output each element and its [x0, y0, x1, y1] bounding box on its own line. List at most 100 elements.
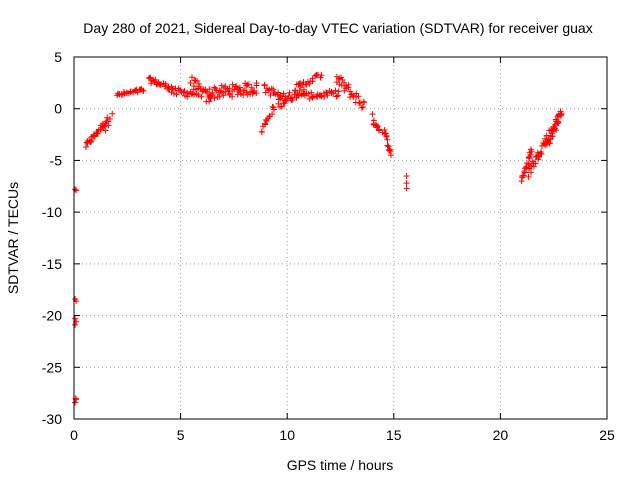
data-point: [231, 86, 238, 93]
data-point: [271, 90, 278, 97]
y-tick-label: 5: [54, 49, 62, 65]
data-point: [546, 140, 553, 147]
data-point: [308, 89, 315, 96]
grid-lines: [74, 57, 607, 419]
data-point: [299, 81, 306, 88]
data-point: [527, 151, 534, 158]
data-point: [359, 104, 366, 111]
data-point: [280, 90, 287, 97]
data-point: [521, 168, 528, 175]
data-point: [309, 94, 316, 101]
data-point: [152, 76, 159, 83]
data-point: [547, 136, 554, 143]
data-point: [374, 123, 381, 130]
data-point: [538, 149, 545, 156]
data-point: [403, 172, 410, 179]
data-point: [275, 100, 282, 107]
data-point: [102, 127, 109, 134]
data-point: [189, 74, 196, 81]
data-point: [403, 180, 410, 187]
y-tick-label: -20: [42, 308, 62, 324]
data-point: [318, 72, 325, 79]
chart-title: Day 280 of 2021, Sidereal Day-to-day VTE…: [83, 20, 592, 36]
data-point: [211, 84, 218, 91]
data-point: [229, 93, 236, 100]
x-tick-label: 15: [386, 427, 402, 443]
data-point: [220, 92, 227, 99]
data-point: [72, 321, 79, 328]
y-tick-label: 0: [54, 101, 62, 117]
data-point: [253, 82, 260, 89]
data-point: [528, 148, 535, 155]
data-point: [72, 315, 79, 322]
data-point: [296, 88, 303, 95]
data-point: [291, 87, 298, 94]
data-point: [558, 110, 565, 117]
data-point: [548, 133, 555, 140]
data-point: [258, 128, 265, 135]
plot-frame: [73, 56, 608, 420]
data-point: [532, 160, 539, 167]
data-point: [196, 83, 203, 90]
data-point: [361, 99, 368, 106]
data-point: [234, 91, 241, 98]
data-point: [187, 80, 194, 87]
data-point: [376, 126, 383, 133]
data-point: [294, 92, 301, 99]
data-point: [82, 143, 89, 150]
data-points: [72, 71, 565, 406]
data-point: [317, 92, 324, 99]
data-point: [248, 84, 255, 91]
y-tick-label: -25: [42, 359, 62, 375]
data-point: [269, 111, 276, 118]
x-tick-label: 0: [70, 427, 78, 443]
data-point: [518, 178, 525, 185]
data-point: [157, 81, 164, 88]
data-point: [72, 399, 79, 406]
x-axis-label: GPS time / hours: [287, 457, 394, 473]
data-point: [301, 86, 308, 93]
data-point: [295, 92, 302, 99]
data-point: [534, 149, 541, 156]
data-point: [528, 169, 535, 176]
data-point: [520, 172, 527, 179]
data-point: [211, 95, 218, 102]
data-point: [263, 117, 270, 124]
data-point: [335, 88, 342, 95]
data-point: [104, 114, 111, 121]
data-point: [384, 142, 391, 149]
data-point: [355, 93, 362, 100]
data-point: [190, 82, 197, 89]
data-point: [323, 89, 330, 96]
data-point: [357, 100, 364, 107]
data-point: [229, 81, 236, 88]
data-point: [250, 89, 257, 96]
data-point: [336, 81, 343, 88]
data-point: [332, 87, 339, 94]
data-point: [553, 127, 560, 134]
y-tick-label: -10: [42, 204, 62, 220]
data-point: [195, 92, 202, 99]
data-point: [270, 104, 277, 111]
data-point: [345, 84, 352, 91]
data-point: [198, 93, 205, 100]
y-axis-label: SDTVAR / TECUs: [5, 182, 21, 294]
data-point: [265, 87, 272, 94]
data-point: [109, 110, 116, 117]
data-point: [333, 93, 340, 100]
y-tick-label: -30: [42, 411, 62, 427]
data-point: [403, 185, 410, 192]
data-point: [525, 173, 532, 180]
data-point: [267, 92, 274, 99]
data-point: [291, 91, 298, 98]
data-point: [321, 93, 328, 100]
data-point: [236, 84, 243, 91]
y-tick-label: -5: [50, 152, 63, 168]
data-point: [277, 95, 284, 102]
data-point: [105, 122, 112, 129]
y-tick-label: -15: [42, 256, 62, 272]
data-point: [216, 93, 223, 100]
data-point: [253, 90, 260, 97]
data-point: [206, 86, 213, 93]
